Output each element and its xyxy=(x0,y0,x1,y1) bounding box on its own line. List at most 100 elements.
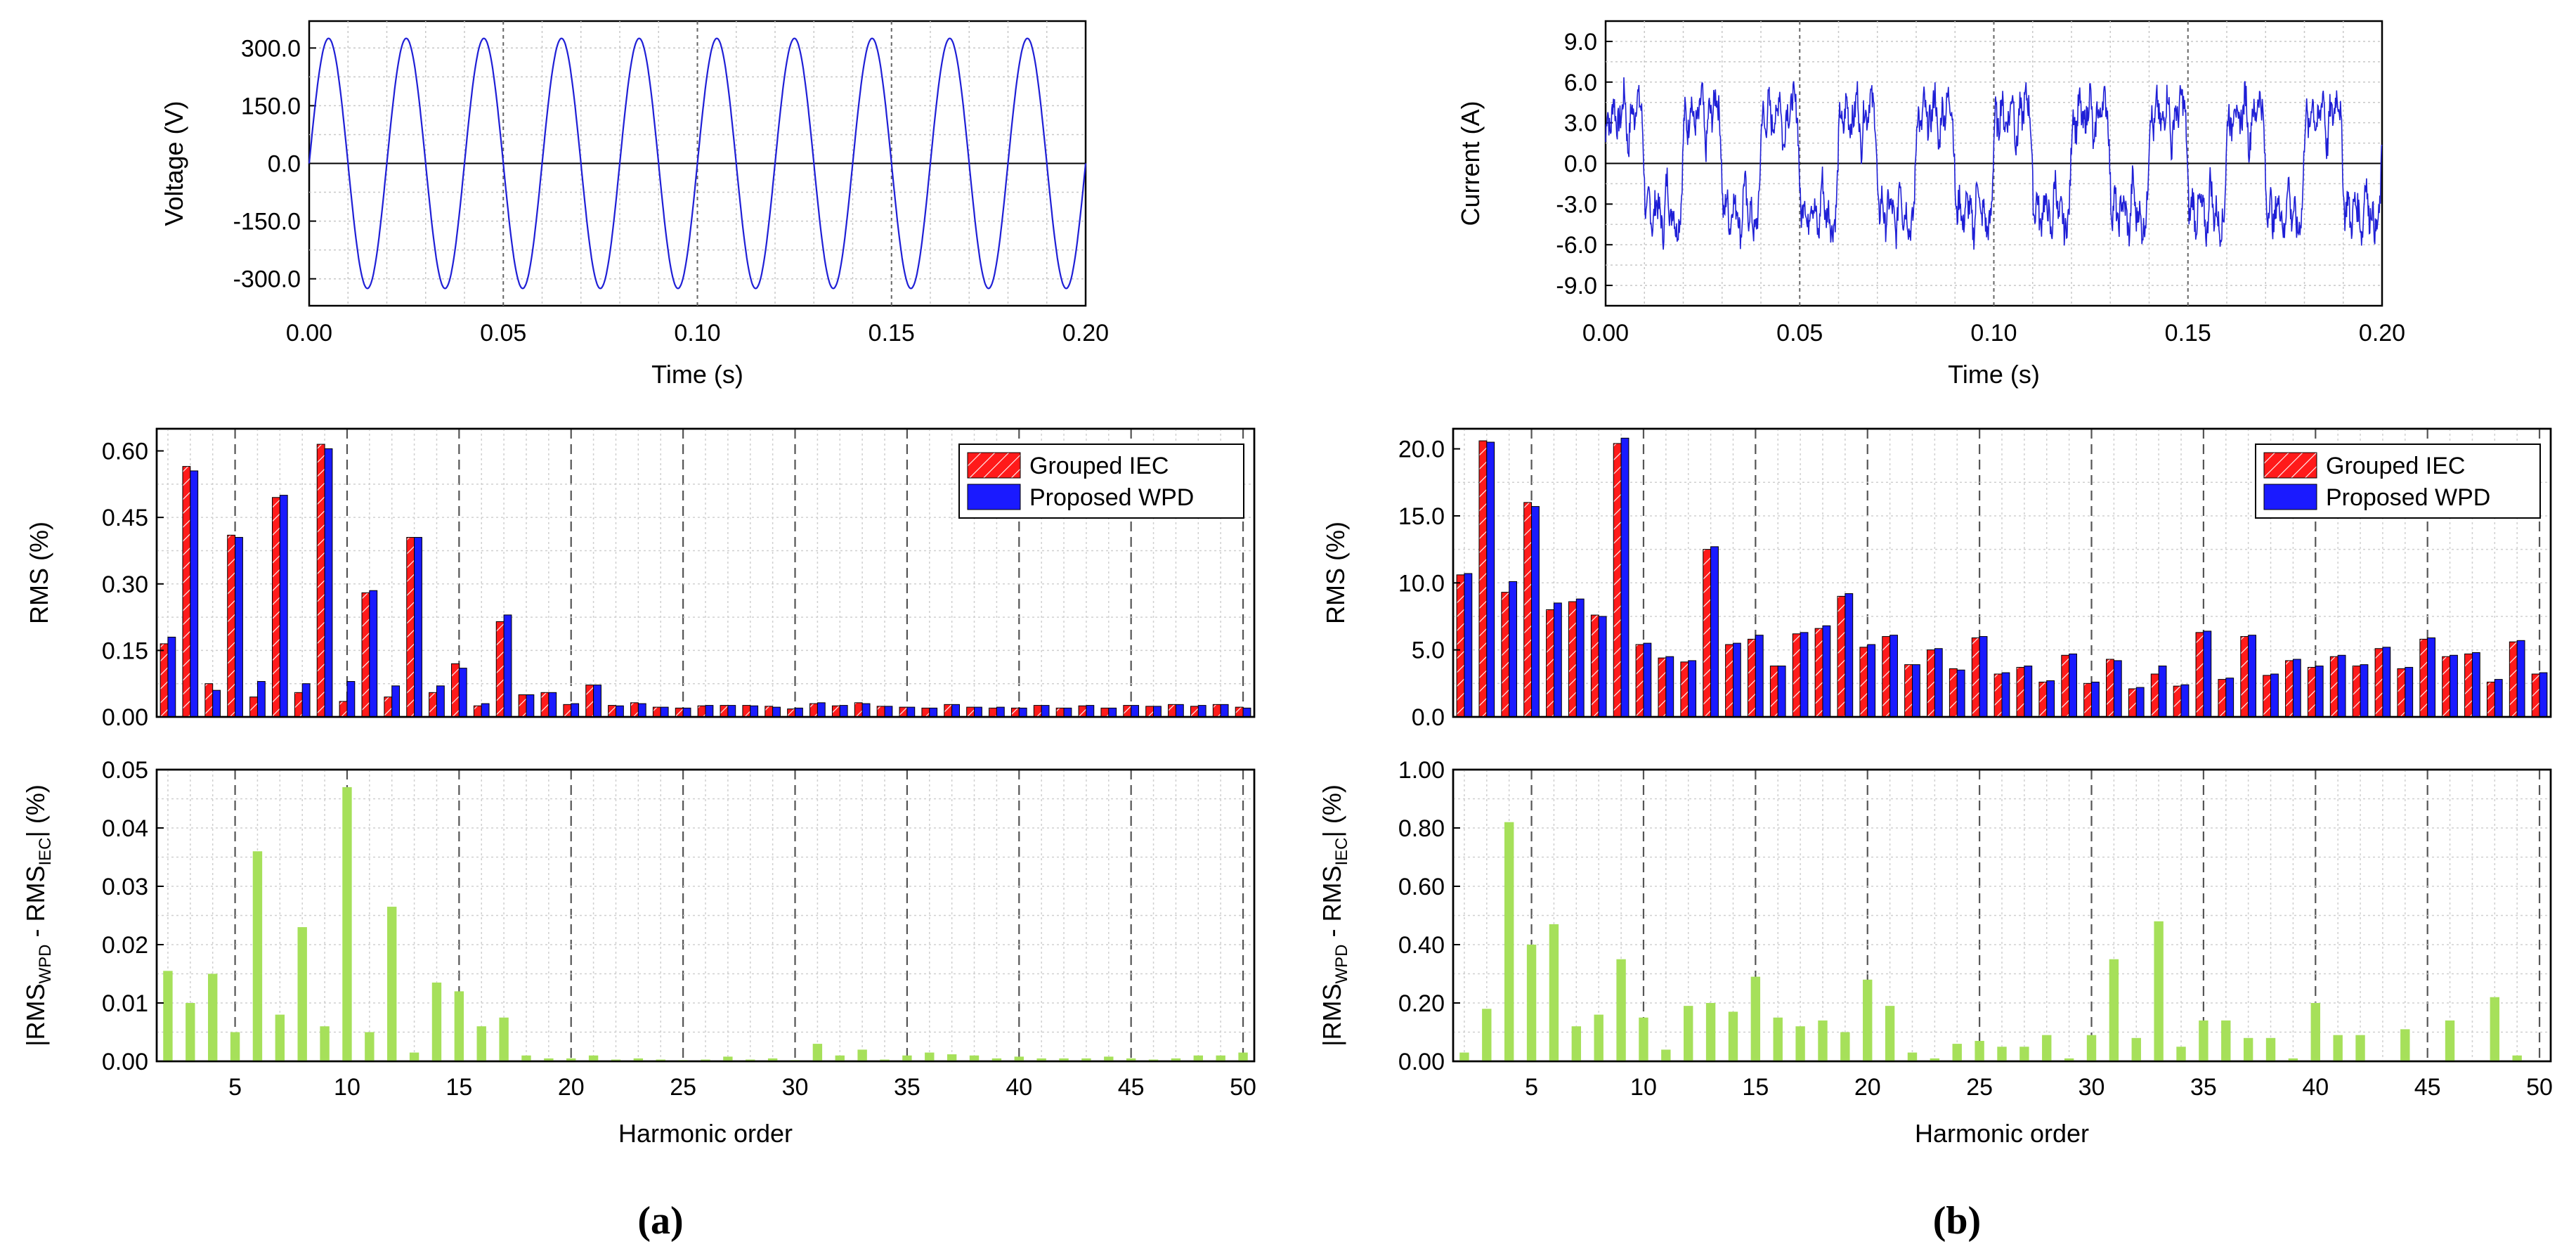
panel1-diff-xlabel: Harmonic order xyxy=(1915,1119,2089,1148)
panel1-diff-xtick-label: 15 xyxy=(1742,1074,1769,1101)
panel1-waveform-ytick-label: 6.0 xyxy=(1564,70,1597,96)
panel0-diff-bar xyxy=(476,1026,486,1061)
panel1-diff-xtick-label: 10 xyxy=(1630,1074,1657,1101)
panel1-rms-bar-grouped-iec xyxy=(2285,660,2294,718)
panel1-diff-bar xyxy=(2019,1047,2029,1061)
panel0-rms-bar-proposed-wpd xyxy=(861,703,871,718)
panel1-rms-bar-grouped-iec xyxy=(1568,601,1577,718)
panel0-diff-bar xyxy=(991,1058,1002,1061)
panel0-diff-ytick-label: 0.03 xyxy=(102,874,148,900)
panel0-rms-bar-proposed-wpd xyxy=(727,705,736,718)
panel0-rms-bar-proposed-wpd xyxy=(414,537,422,718)
panel0-diff-bar xyxy=(633,1058,644,1061)
panel1-rms-bar-grouped-iec xyxy=(2509,641,2518,718)
panel0-rms-bar-grouped-iec xyxy=(294,692,303,718)
panel1-rms-bar-grouped-iec xyxy=(2240,636,2249,718)
panel0-rms-bar-proposed-wpd xyxy=(167,636,176,718)
panel0-diff-bar xyxy=(1104,1056,1114,1061)
panel0-rms-bar-grouped-iec xyxy=(1212,704,1221,718)
panel1-diff-ytick-label: 0.60 xyxy=(1398,874,1445,900)
panel0-waveform-xlabel: Time (s) xyxy=(651,360,743,389)
panel0-rms-bar-proposed-wpd xyxy=(1220,704,1229,718)
panel0-diff-bar xyxy=(365,1032,375,1061)
panel0-rms-bar-proposed-wpd xyxy=(526,694,535,718)
panel1-rms-bar-grouped-iec xyxy=(1837,595,1846,718)
panel1-diff-bar xyxy=(2310,1003,2320,1061)
panel1-rms-bar-proposed-wpd xyxy=(1486,441,1495,718)
panel0-rms-ytick-label: 0.60 xyxy=(102,439,148,465)
panel0-rms-bar-grouped-iec xyxy=(204,683,214,718)
panel1-waveform-xlabel: Time (s) xyxy=(1948,360,2040,389)
panel1-rms-ytick-label: 15.0 xyxy=(1398,503,1445,530)
panel0-diff-bar xyxy=(835,1055,845,1061)
panel1-waveform-xtick-label: 0.00 xyxy=(1582,320,1629,347)
panel1-rms-bar-proposed-wpd xyxy=(2471,652,2480,718)
panel1-rms-bar-proposed-wpd xyxy=(1620,437,1629,718)
panel0-rms-bar-proposed-wpd xyxy=(369,590,378,718)
panel0-diff-bar xyxy=(297,927,307,1061)
panel1-diff-ylabel-part: | (%) xyxy=(1318,784,1346,837)
panel1-rms-bar-proposed-wpd xyxy=(2382,647,2391,718)
panel1-diff-bar xyxy=(1952,1044,1962,1061)
panel0-diff-xtick-label: 25 xyxy=(670,1074,696,1101)
panel0-diff-ylabel-subscript: IEC xyxy=(36,837,55,865)
panel1-rms-bar-grouped-iec xyxy=(2329,656,2338,718)
panel0-rms-bar-proposed-wpd xyxy=(235,537,243,718)
panel1-rms-bar-grouped-iec xyxy=(2352,666,2361,718)
panel0-diff-bar xyxy=(230,1032,240,1061)
panel1-rms-ylabel: RMS (%) xyxy=(1321,522,1350,624)
panel0-rms-bar-proposed-wpd xyxy=(750,705,759,718)
panel0-rms-bar-grouped-iec xyxy=(429,692,437,718)
panel0-rms-bar-grouped-iec xyxy=(966,706,975,718)
panel0-rms-bar-grouped-iec xyxy=(473,705,482,718)
panel1-diff-bar xyxy=(1661,1049,1671,1061)
panel1-waveform-ytick-label: 9.0 xyxy=(1564,29,1597,56)
panel1-waveform-ytick-label: 0.0 xyxy=(1564,151,1597,178)
panel0-rms-bar-proposed-wpd xyxy=(212,689,221,718)
panel1-diff-bar xyxy=(2288,1058,2298,1061)
panel1-rms-bar-proposed-wpd xyxy=(1665,656,1674,718)
panel1-rms-ytick-label: 10.0 xyxy=(1398,570,1445,597)
panel1-rms-bar-grouped-iec xyxy=(1635,644,1644,718)
panel1-rms-ytick-label: 0.0 xyxy=(1412,704,1445,731)
panel1-rms-bar-grouped-iec xyxy=(2419,638,2428,718)
panel1-rms-bar-grouped-iec xyxy=(1725,644,1733,718)
panel0-rms-bar-grouped-iec xyxy=(1033,705,1042,718)
panel0-rms-bar-proposed-wpd xyxy=(324,448,333,718)
panel0-rms-bar-proposed-wpd xyxy=(391,685,401,718)
panel1-diff-bar xyxy=(1639,1017,1648,1061)
panel0-diff-ylabel-subscript: WPD xyxy=(36,945,55,984)
panel1-diff-bar xyxy=(1571,1026,1582,1061)
panel0-diff-bar xyxy=(521,1055,531,1061)
panel0-waveform-xtick-label: 0.20 xyxy=(1062,320,1109,347)
panel1-diff-bar xyxy=(2490,997,2500,1061)
panel1-diff-bar xyxy=(1482,1009,1492,1061)
panel0-diff-bar xyxy=(767,1058,778,1061)
panel1-rms-bar-grouped-iec xyxy=(2374,648,2383,718)
panel0-rms-bar-grouped-iec xyxy=(765,706,774,718)
panel1-rms-bar-grouped-iec xyxy=(2195,632,2204,718)
panel1-diff-bar xyxy=(1885,1006,1895,1061)
panel-label-b: (b) xyxy=(1933,1199,1981,1243)
panel1-rms-bar-proposed-wpd xyxy=(1575,598,1585,718)
panel1-diff-xtick-label: 20 xyxy=(1854,1074,1881,1101)
panel1-diff-ytick-label: 0.20 xyxy=(1398,990,1445,1017)
panel1-diff-bar xyxy=(1930,1058,1940,1061)
panel1-rms-bar-proposed-wpd xyxy=(2450,654,2458,718)
panel1-rms-bar-proposed-wpd xyxy=(1822,625,1831,718)
panel1-rms-bar-grouped-iec xyxy=(1748,638,1756,718)
panel1-diff-bar xyxy=(1750,976,1761,1061)
panel0-rms-bar-grouped-iec xyxy=(921,707,930,718)
panel0-rms-bar-proposed-wpd xyxy=(503,614,512,718)
panel0-rms-bar-proposed-wpd xyxy=(190,470,199,718)
panel0-diff-ytick-label: 0.00 xyxy=(102,1049,148,1075)
panel0-rms-bar-grouped-iec xyxy=(339,701,348,718)
panel0-rms-bar-proposed-wpd xyxy=(705,705,714,718)
panel0-rms-bar-proposed-wpd xyxy=(795,707,803,718)
panel1-diff-bar xyxy=(2243,1037,2253,1061)
panel1-rms-plot-border xyxy=(1452,427,2552,718)
panel1-rms-bar-grouped-iec xyxy=(2150,673,2159,718)
panel1-rms-bar-proposed-wpd xyxy=(2024,666,2033,718)
panel1-rms-bar-proposed-wpd xyxy=(1464,573,1473,718)
panel0-rms-legend-swatch-grouped-iec xyxy=(967,452,1021,479)
